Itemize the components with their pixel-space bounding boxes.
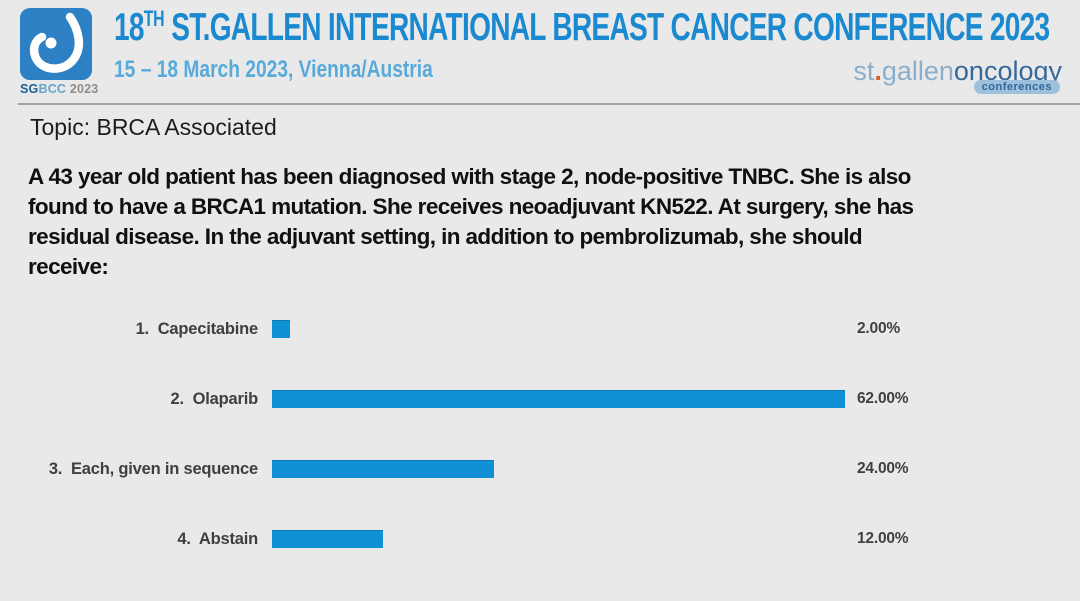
result-bar	[272, 320, 290, 338]
result-percentage: 12.00%	[857, 530, 909, 547]
title-text: ST.GALLEN INTERNATIONAL BREAST CANCER CO…	[164, 6, 1050, 49]
question-text: A 43 year old patient has been diagnosed…	[28, 164, 914, 279]
header-divider	[18, 103, 1080, 105]
option-label: 2. Olaparib	[170, 389, 259, 408]
option-label: 4. Abstain	[177, 529, 258, 548]
option-label: 3. Each, given in sequence	[48, 459, 258, 478]
poll-row: 1. Capecitabine 2.00%	[0, 294, 1080, 364]
conference-title: 18TH ST.GALLEN INTERNATIONAL BREAST CANC…	[114, 6, 1050, 50]
breast-logo-glyph	[29, 12, 84, 73]
bar-track	[272, 294, 290, 364]
result-bar	[272, 460, 494, 478]
bar-track	[272, 504, 383, 574]
poll-results-chart: 1. Capecitabine 2.00% 2. Olaparib 62.00%…	[0, 294, 1080, 574]
result-bar	[272, 530, 383, 548]
result-bar	[272, 390, 845, 408]
poll-row: 4. Abstain 12.00%	[0, 504, 1080, 574]
bar-track	[272, 434, 494, 504]
logo-caption-year: 2023	[66, 82, 99, 96]
conference-date-location: 15 – 18 March 2023, Vienna/Austria	[114, 56, 433, 83]
result-percentage: 62.00%	[857, 390, 909, 407]
logo-caption: SGBCC 2023	[20, 82, 110, 96]
topic-label: Topic: BRCA Associated	[30, 114, 277, 140]
poll-row: 3. Each, given in sequence 24.00%	[0, 434, 1080, 504]
logo-caption-bcc: BCC	[38, 82, 67, 96]
brand-dot: .	[874, 56, 882, 86]
brand-st: st	[853, 56, 875, 86]
result-percentage: 24.00%	[857, 460, 909, 477]
stgallen-oncology-logo: st.gallenoncology	[853, 56, 1062, 87]
poll-row: 2. Olaparib 62.00%	[0, 364, 1080, 434]
logo-caption-sg: SG	[20, 82, 39, 96]
brand-conferences-badge: conferences	[973, 80, 1060, 94]
bar-track	[272, 364, 845, 434]
brand-gallen: gallen	[881, 56, 954, 86]
sgbcc-logo-icon	[20, 8, 92, 80]
title-number: 18	[114, 6, 145, 49]
title-superscript: TH	[143, 6, 165, 31]
option-label: 1. Capecitabine	[135, 319, 259, 338]
result-percentage: 2.00%	[857, 320, 900, 337]
